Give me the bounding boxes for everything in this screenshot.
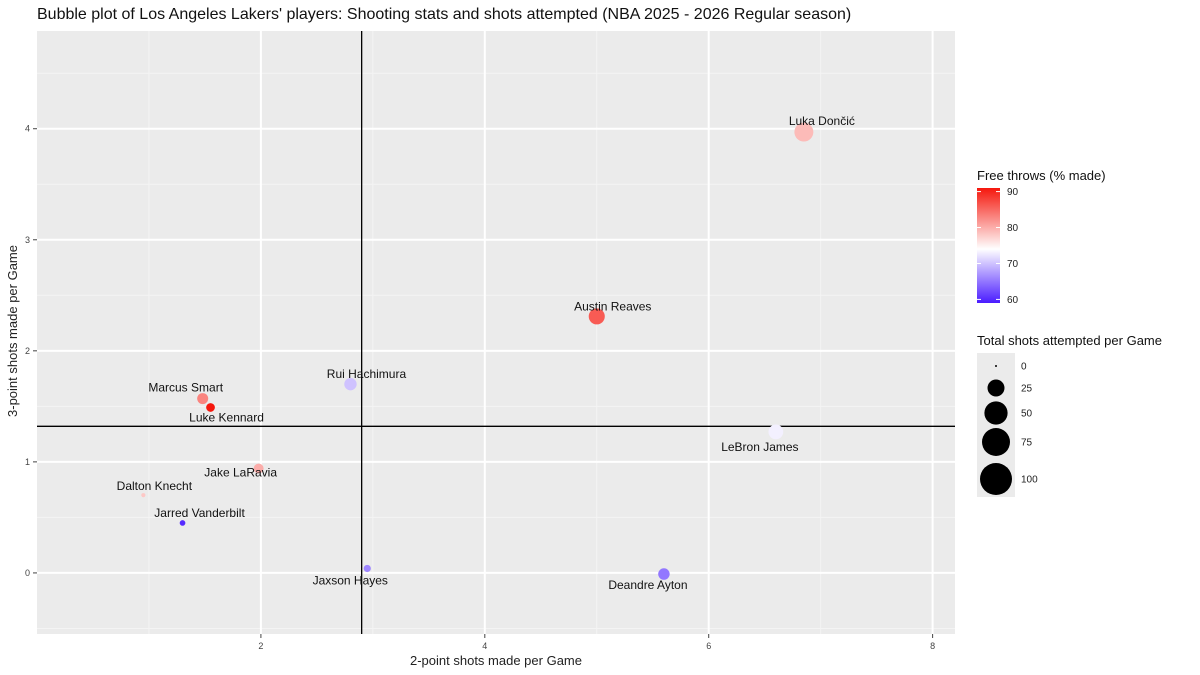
- x-axis-label: 2-point shots made per Game: [410, 653, 582, 668]
- y-tick-label: 4: [25, 124, 30, 134]
- x-tick-label: 4: [482, 641, 487, 651]
- size-legend-circle: [982, 428, 1010, 456]
- reference-lines: [37, 31, 955, 634]
- point-label: Rui Hachimura: [327, 367, 407, 381]
- point-label: Austin Reaves: [574, 299, 651, 313]
- x-tick-label: 6: [706, 641, 711, 651]
- size-legend: Total shots attempted per Game 0 25 50 75 10…: [977, 333, 1162, 497]
- y-tick-label: 3: [25, 235, 30, 245]
- data-point: [588, 308, 605, 325]
- data-point: [197, 393, 209, 405]
- data-point: [344, 377, 357, 391]
- size-legend-label: 75: [1021, 438, 1033, 449]
- data-points: [141, 122, 814, 580]
- point-label: Luka Dončić: [789, 114, 855, 128]
- color-legend-ticks: 60 70 80 90: [977, 187, 1019, 306]
- data-point: [179, 520, 186, 526]
- color-legend-tick-label: 60: [1007, 295, 1019, 306]
- point-label: Jaxson Hayes: [313, 573, 388, 587]
- point-label: Dalton Knecht: [117, 479, 193, 493]
- point-label: Marcus Smart: [148, 381, 223, 395]
- data-point: [363, 564, 371, 573]
- y-tick-label: 1: [25, 457, 30, 467]
- point-labels: Luka Dončić Austin Reaves LeBron James Rui …: [117, 114, 855, 592]
- color-legend-bar: [977, 188, 1000, 303]
- color-legend-tick-label: 70: [1007, 259, 1019, 270]
- point-label: Deandre Ayton: [608, 578, 687, 592]
- size-legend-label: 25: [1021, 384, 1033, 395]
- point-label: LeBron James: [721, 440, 798, 454]
- size-legend-circle: [995, 365, 997, 367]
- size-legend-label: 0: [1021, 362, 1027, 373]
- color-legend-tick-label: 80: [1007, 223, 1019, 234]
- size-legend-title: Total shots attempted per Game: [977, 333, 1162, 348]
- data-point: [141, 493, 146, 498]
- chart-title: Bubble plot of Los Angeles Lakers' playe…: [37, 6, 851, 23]
- color-legend: Free throws (% made) 60 70 80 90: [977, 168, 1106, 306]
- data-point: [658, 568, 670, 580]
- data-point: [794, 122, 814, 142]
- size-legend-circle: [987, 379, 1005, 397]
- y-tick-label: 0: [25, 568, 30, 578]
- size-legend-label: 100: [1021, 475, 1038, 486]
- axis-ticks: 2 4 6 8 0 1 2 3 4: [25, 124, 935, 651]
- size-legend-items: 0 25 50 75 100: [980, 362, 1038, 495]
- y-tick-label: 2: [25, 346, 30, 356]
- size-legend-circle: [984, 401, 1008, 425]
- data-point: [768, 424, 784, 440]
- color-legend-tick-label: 90: [1007, 187, 1019, 198]
- data-point: [206, 403, 215, 412]
- point-label: Jarred Vanderbilt: [154, 506, 245, 520]
- size-legend-circle: [980, 463, 1012, 495]
- x-tick-label: 8: [930, 641, 935, 651]
- size-legend-label: 50: [1021, 409, 1033, 420]
- color-legend-title: Free throws (% made): [977, 168, 1106, 183]
- point-label: Luke Kennard: [189, 410, 264, 424]
- y-axis-label: 3-point shots made per Game: [5, 245, 20, 417]
- data-point: [253, 463, 264, 474]
- x-tick-label: 2: [258, 641, 263, 651]
- point-label: Jake LaRavia: [204, 466, 277, 480]
